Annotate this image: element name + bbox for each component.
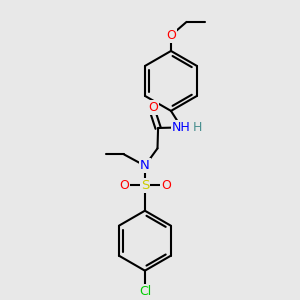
Text: O: O — [166, 29, 176, 42]
Text: O: O — [119, 179, 129, 192]
Text: O: O — [148, 100, 158, 113]
Text: Cl: Cl — [139, 285, 151, 298]
Text: O: O — [161, 179, 171, 192]
Text: NH: NH — [172, 121, 191, 134]
Text: N: N — [140, 159, 150, 172]
Text: S: S — [141, 179, 149, 192]
Text: H: H — [192, 121, 202, 134]
